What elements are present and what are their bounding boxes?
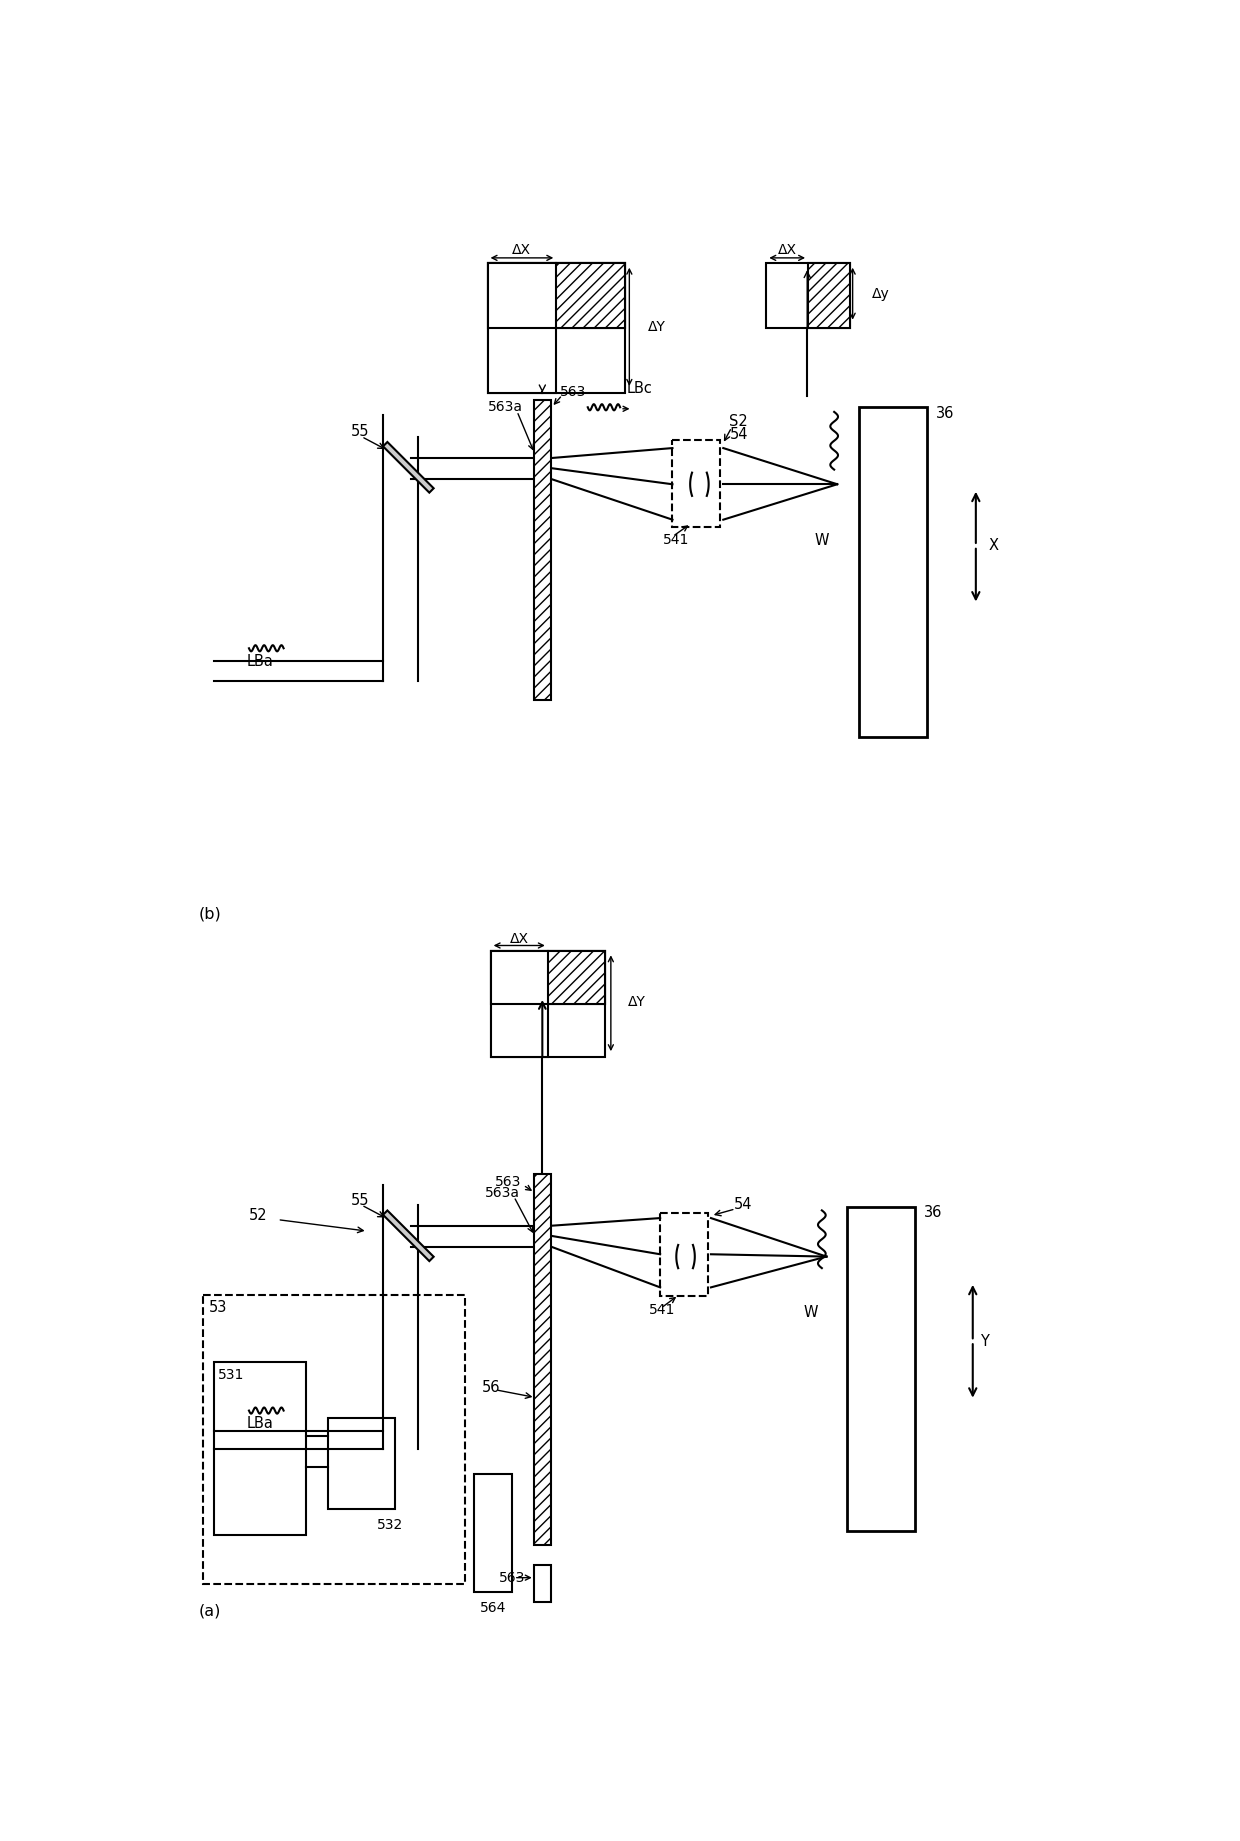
Bar	[487, 263, 625, 328]
Text: (b): (b)	[198, 906, 221, 920]
Text: 54: 54	[734, 1197, 753, 1213]
Text: S2: S2	[729, 414, 748, 429]
Text: ΔY: ΔY	[629, 996, 646, 1009]
Bar	[327, 1418, 396, 1510]
Bar	[766, 263, 849, 328]
Bar	[491, 952, 548, 1057]
Text: 541: 541	[650, 1303, 676, 1318]
Text: ΔX: ΔX	[777, 243, 796, 258]
Text: 52: 52	[249, 1208, 268, 1222]
Text: W: W	[815, 534, 830, 549]
Bar	[534, 1565, 551, 1602]
Text: LBc: LBc	[626, 381, 652, 396]
Polygon shape	[383, 442, 434, 493]
Text: 563: 563	[498, 1570, 525, 1585]
Bar	[487, 263, 557, 392]
Polygon shape	[383, 1211, 434, 1261]
Bar	[660, 1213, 708, 1296]
Text: 563a: 563a	[485, 1186, 521, 1200]
Text: 56: 56	[481, 1381, 500, 1395]
Text: 55: 55	[351, 1193, 370, 1208]
Text: 53: 53	[208, 1300, 227, 1316]
Bar	[808, 263, 849, 328]
Text: 54: 54	[729, 427, 748, 442]
Bar	[491, 952, 605, 1057]
Text: X: X	[988, 538, 998, 554]
Text: ΔX: ΔX	[512, 243, 531, 258]
Text: 531: 531	[218, 1368, 244, 1383]
Bar	[203, 1294, 465, 1583]
Bar	[847, 1206, 915, 1532]
Bar	[534, 1175, 551, 1545]
Text: ΔY: ΔY	[649, 320, 666, 335]
Text: 36: 36	[936, 405, 954, 422]
Text: W: W	[804, 1305, 818, 1320]
Bar	[534, 399, 551, 700]
Text: 55: 55	[351, 425, 370, 440]
Text: LBa: LBa	[247, 1416, 274, 1430]
Text: 563a: 563a	[487, 399, 523, 414]
Text: Δy: Δy	[872, 287, 889, 302]
Text: (a): (a)	[198, 1604, 221, 1618]
Text: 563: 563	[495, 1175, 522, 1189]
Bar	[491, 952, 605, 1003]
Text: 36: 36	[924, 1206, 942, 1221]
Text: ΔX: ΔX	[510, 932, 528, 946]
Text: 532: 532	[377, 1519, 403, 1532]
Text: 564: 564	[480, 1602, 506, 1615]
Text: 563: 563	[560, 385, 587, 399]
Text: Y: Y	[981, 1333, 990, 1349]
Bar	[474, 1475, 512, 1591]
Bar	[672, 440, 720, 527]
Bar	[213, 1362, 306, 1535]
Bar	[557, 263, 625, 328]
Bar	[487, 263, 625, 392]
Text: 541: 541	[663, 532, 689, 547]
Bar	[859, 407, 926, 736]
Text: LBa: LBa	[247, 654, 274, 668]
Bar	[548, 952, 605, 1003]
